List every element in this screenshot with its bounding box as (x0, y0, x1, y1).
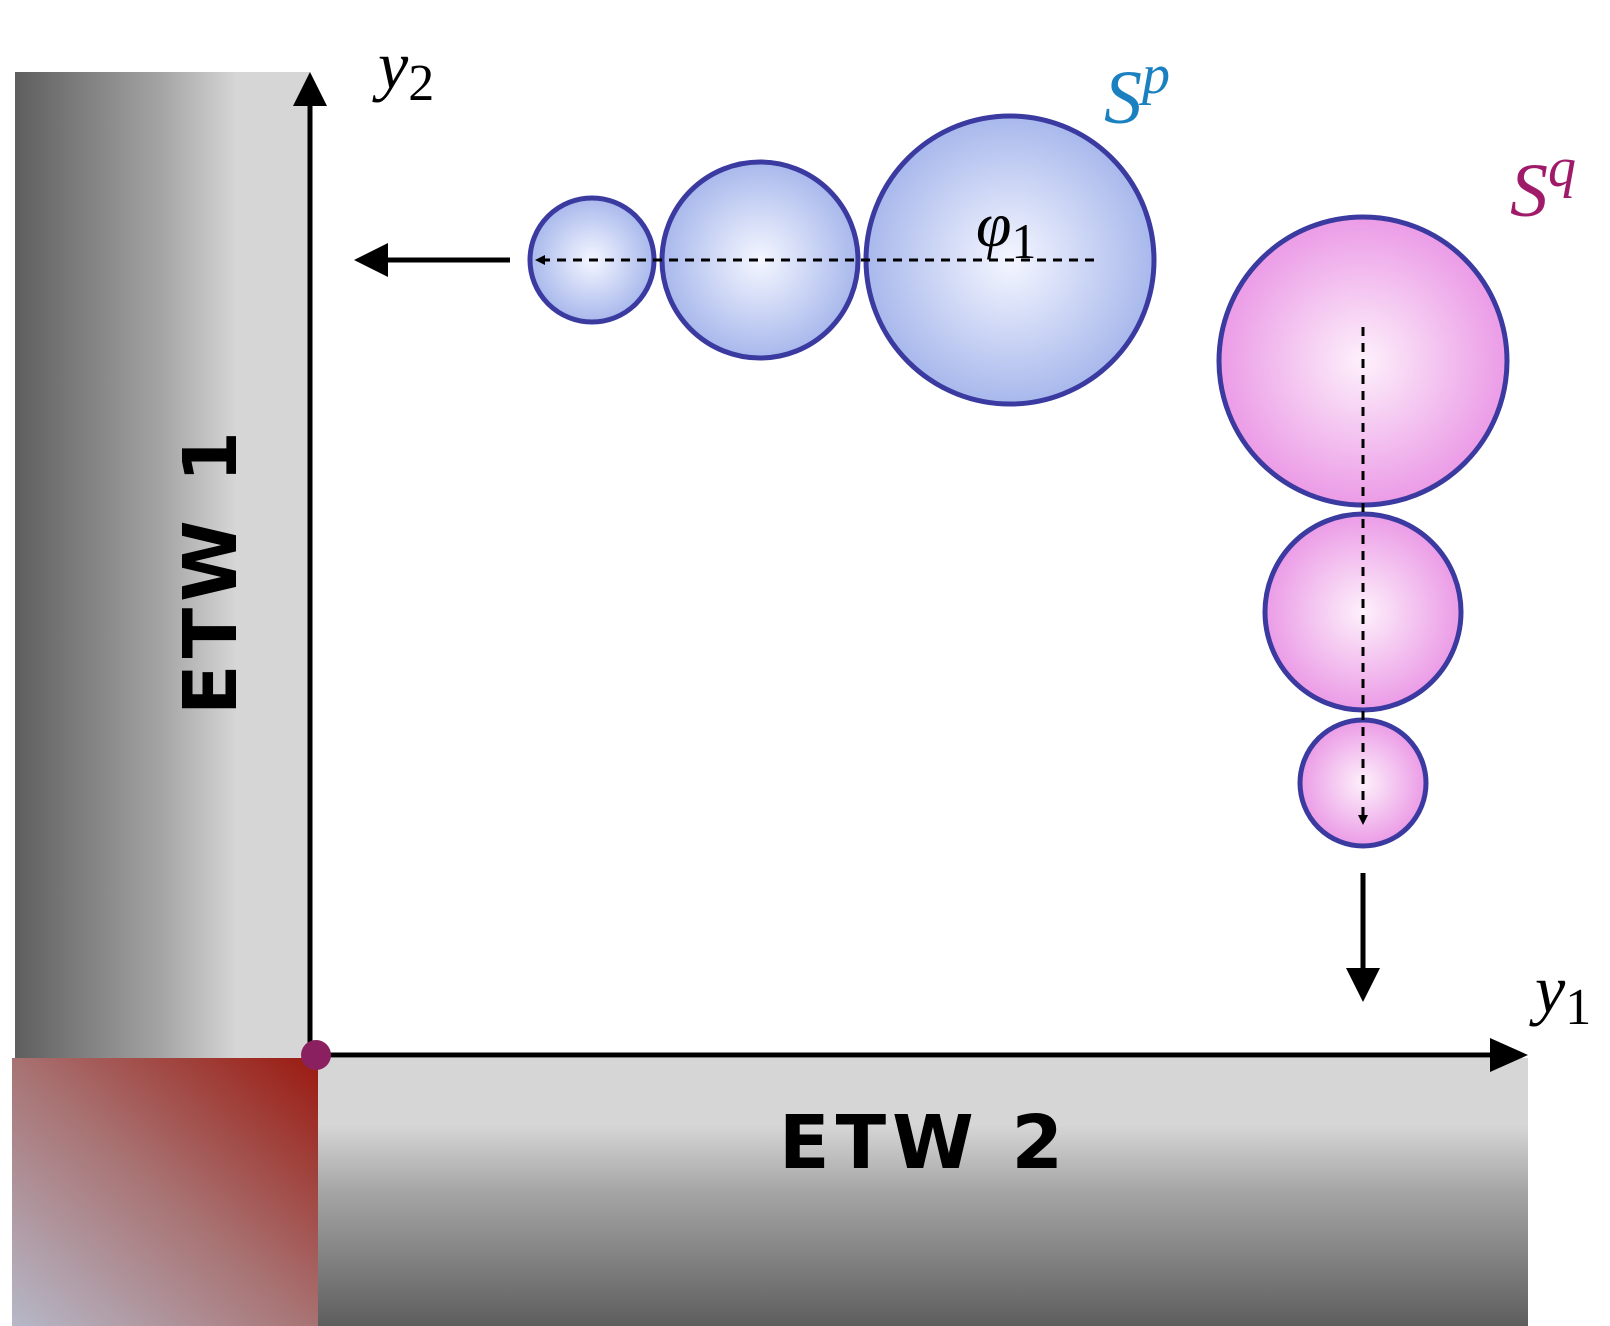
wall-bottom (316, 1058, 1528, 1326)
wall-left (15, 72, 310, 1058)
wall-bottom-label: ETW 2 (779, 1100, 1069, 1186)
sub: 1 (1565, 979, 1591, 1036)
string-p-label: Sp (1104, 44, 1170, 140)
sup: p (1138, 44, 1170, 106)
base: S (1510, 149, 1548, 233)
diagram: ETW 1 ETW 2 y2 y1 Sp φ1 Sq (0, 0, 1610, 1326)
sup: q (1548, 137, 1576, 199)
axis-horizontal-label: y1 (1529, 951, 1591, 1036)
page: ETW 1 ETW 2 y2 y1 Sp φ1 Sq (() => { cons… (0, 0, 1610, 1326)
axis-vertical-label: y2 (372, 27, 434, 112)
sub: 2 (408, 55, 434, 112)
origin-dot (301, 1040, 331, 1070)
corner (12, 1058, 318, 1326)
base: φ (976, 189, 1011, 260)
string-q-label: Sq (1510, 137, 1576, 233)
base: S (1104, 56, 1142, 140)
sub: 1 (1011, 213, 1036, 269)
base: y (1529, 951, 1566, 1027)
arrowhead (354, 243, 388, 277)
base: y (372, 27, 409, 103)
wall-left-label: ETW 1 (168, 425, 254, 715)
arrowhead (1346, 968, 1380, 1002)
